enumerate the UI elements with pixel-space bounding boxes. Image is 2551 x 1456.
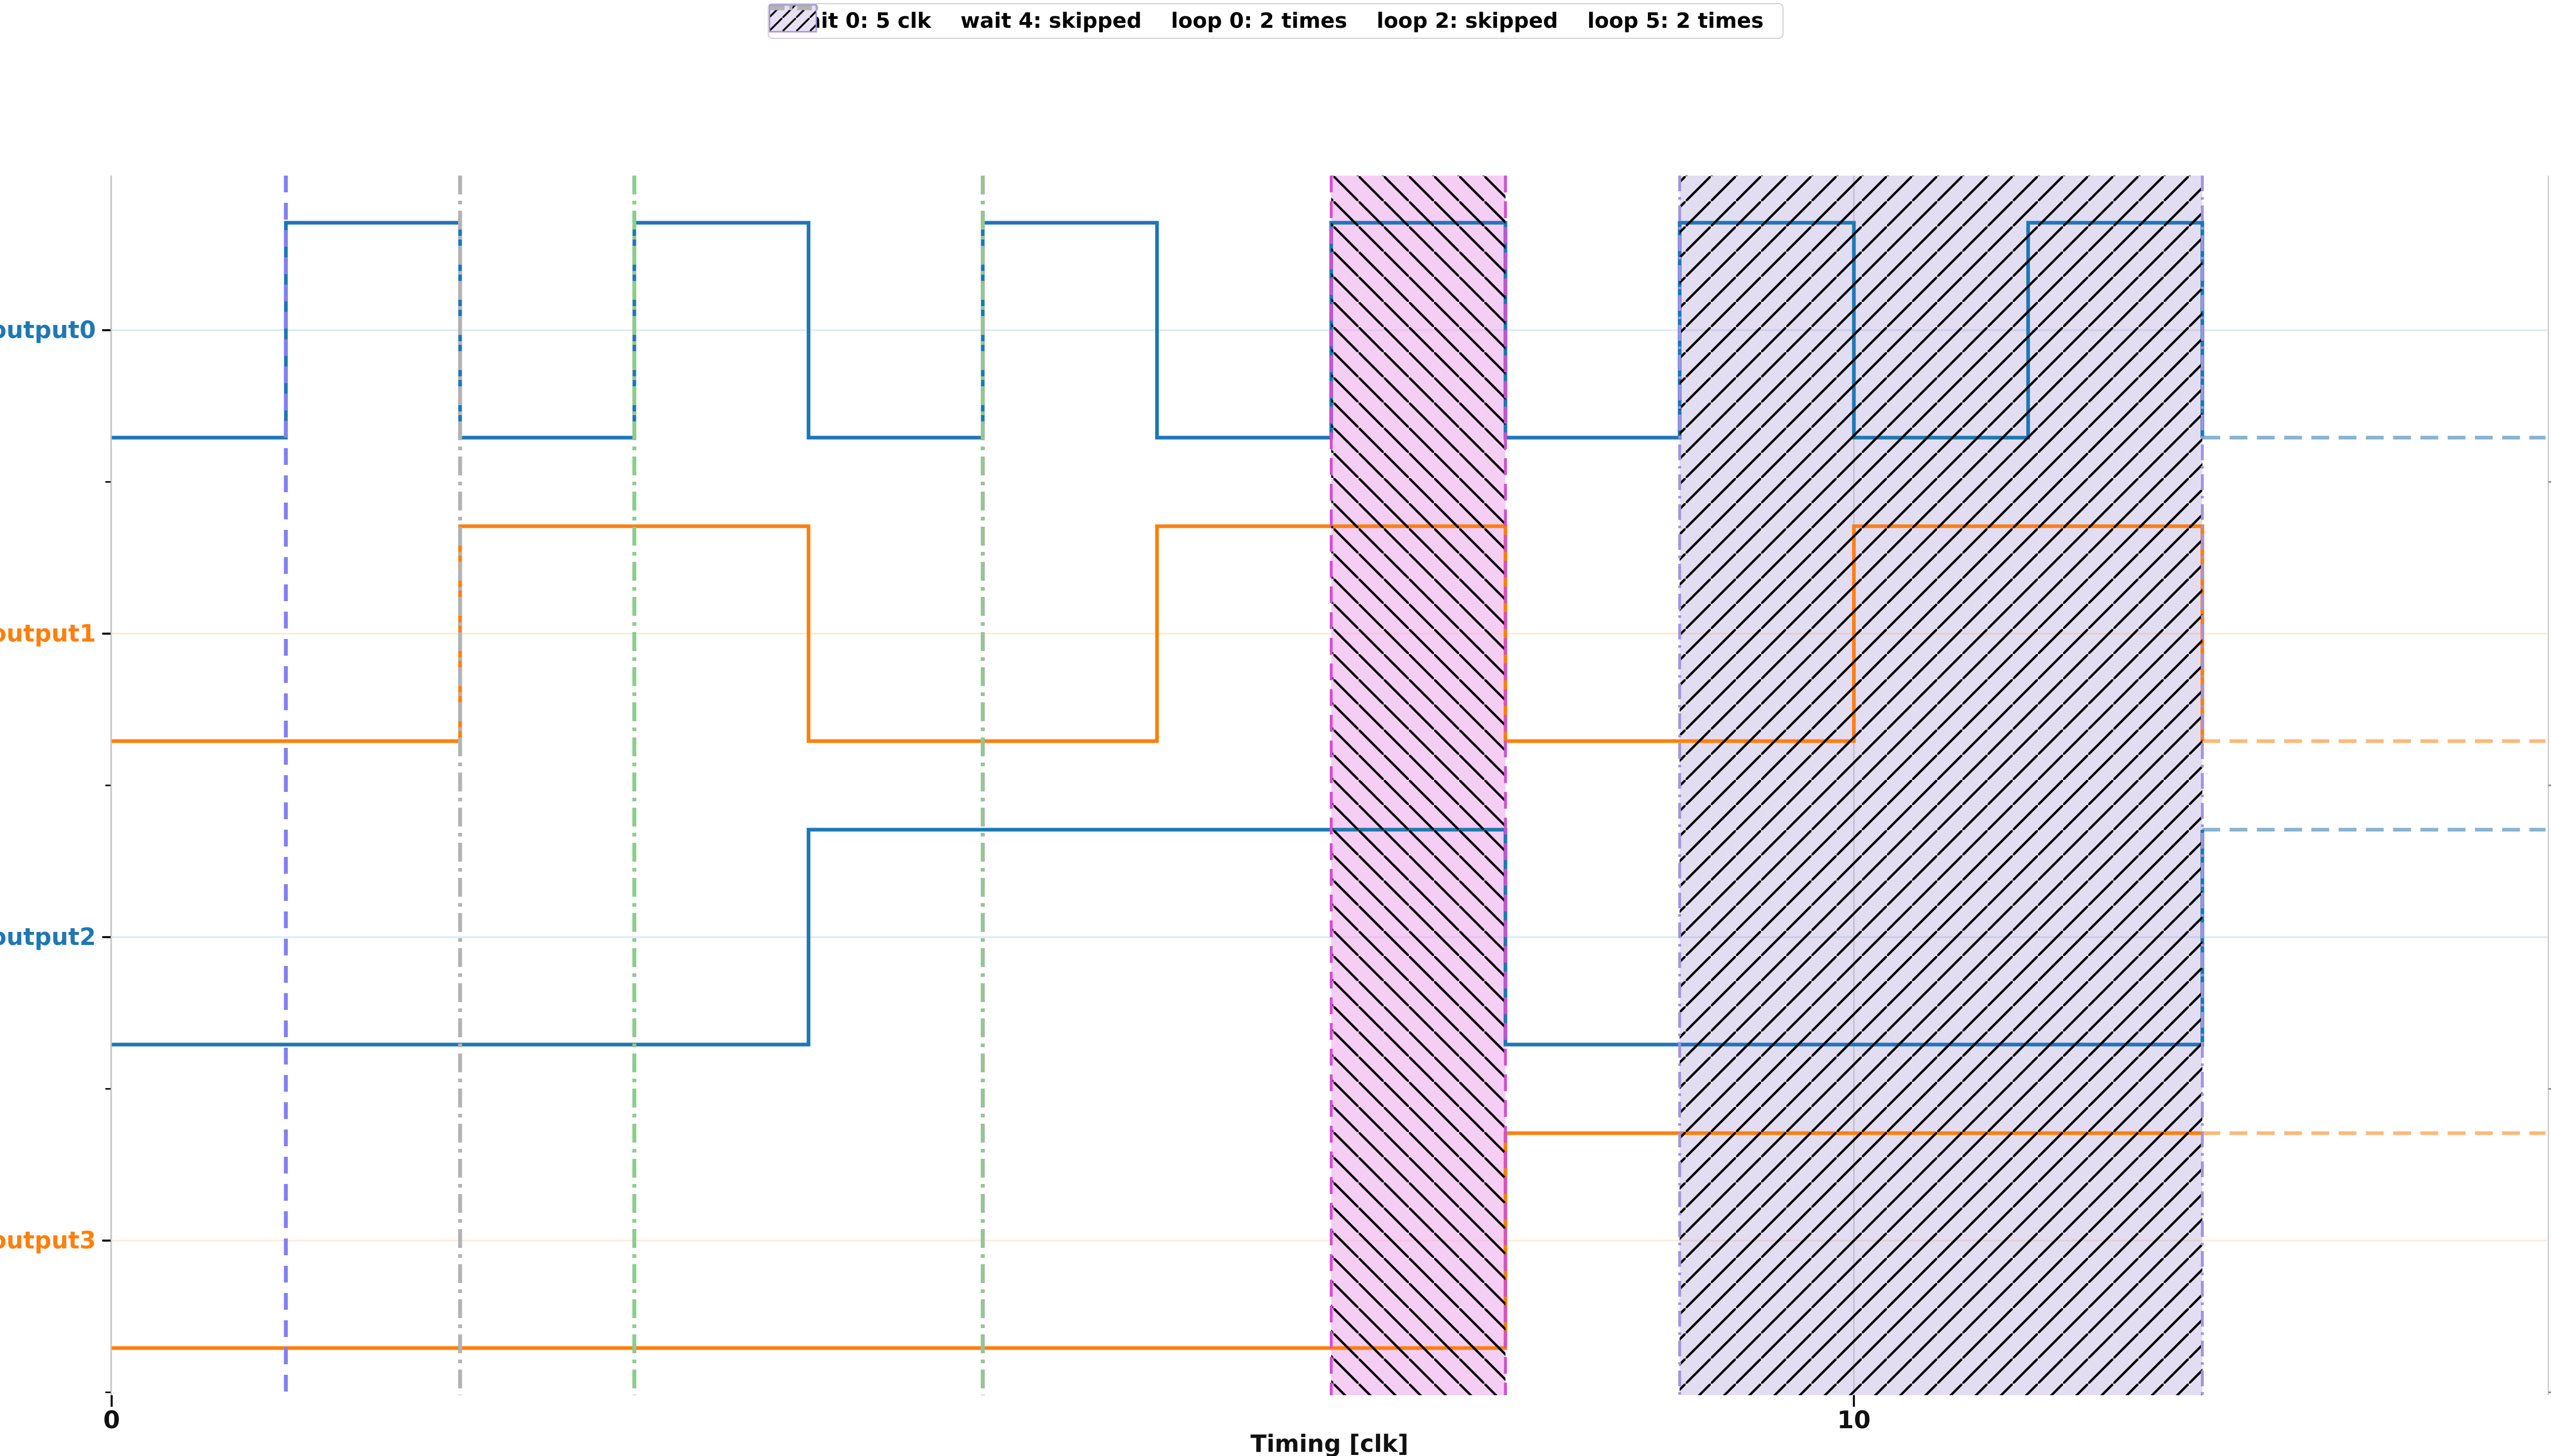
region-hatch-0 — [1331, 176, 1506, 1395]
legend-item-1: wait 4: skipped — [768, 4, 1142, 33]
y-label-output1: output1 — [0, 620, 96, 647]
x-tick-label-10: 10 — [1837, 1406, 1871, 1434]
legend-item-4: loop 5: 2 times — [769, 5, 1764, 33]
legend-label: loop 5: 2 times — [1587, 9, 1764, 33]
region-hatch-1 — [1679, 176, 2202, 1395]
legend-label: wait 4: skipped — [960, 9, 1142, 33]
y-label-output2: output2 — [0, 923, 96, 951]
legend: wait 0: 5 clk wait 4: skipped loop 0: 2 ti… — [767, 3, 1784, 39]
legend-line-swatch — [769, 5, 818, 10]
x-axis-title: Timing [clk] — [1250, 1430, 1409, 1456]
legend-label: loop 0: 2 times — [1171, 9, 1348, 33]
y-label-output0: output0 — [0, 316, 96, 344]
y-label-output3: output3 — [0, 1226, 96, 1254]
legend-item-2: loop 0: 2 times — [769, 5, 1348, 33]
legend-item-3: loop 2: skipped — [768, 4, 1558, 33]
x-tick-label-0: 0 — [103, 1406, 121, 1434]
legend-label: loop 2: skipped — [1376, 9, 1558, 33]
